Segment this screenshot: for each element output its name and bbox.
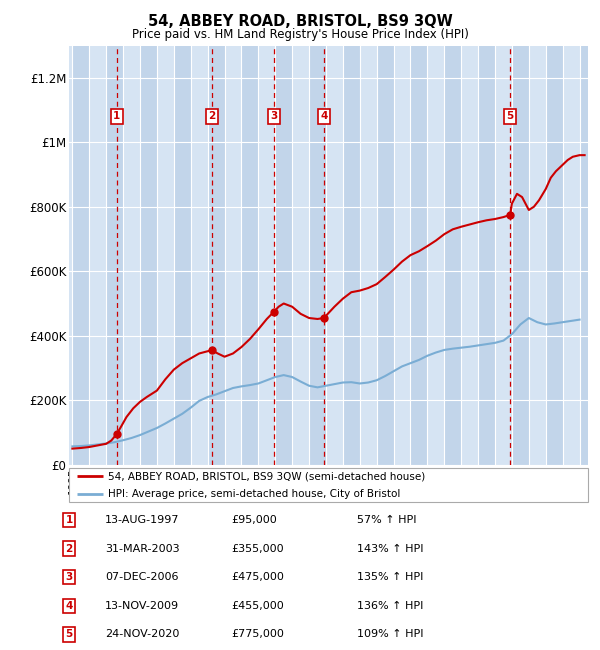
Text: 13-NOV-2009: 13-NOV-2009: [105, 601, 179, 611]
Bar: [394, 46, 410, 465]
Bar: [123, 46, 140, 465]
Bar: [512, 46, 529, 465]
Text: £775,000: £775,000: [231, 629, 284, 640]
Bar: [326, 46, 343, 465]
Bar: [377, 46, 394, 465]
Text: £475,000: £475,000: [231, 572, 284, 582]
Text: 3: 3: [271, 111, 278, 122]
Text: 5: 5: [65, 629, 73, 640]
Text: 1: 1: [65, 515, 73, 525]
Bar: [292, 46, 309, 465]
Text: £355,000: £355,000: [231, 543, 284, 554]
Text: 07-DEC-2006: 07-DEC-2006: [105, 572, 179, 582]
Bar: [174, 46, 191, 465]
Bar: [275, 46, 292, 465]
Text: £455,000: £455,000: [231, 601, 284, 611]
Bar: [563, 46, 580, 465]
Text: 1: 1: [113, 111, 120, 122]
Bar: [224, 46, 241, 465]
Text: 109% ↑ HPI: 109% ↑ HPI: [357, 629, 424, 640]
Bar: [106, 46, 123, 465]
Text: 54, ABBEY ROAD, BRISTOL, BS9 3QW (semi-detached house): 54, ABBEY ROAD, BRISTOL, BS9 3QW (semi-d…: [108, 471, 425, 482]
Bar: [73, 46, 89, 465]
Bar: [461, 46, 478, 465]
Bar: [410, 46, 427, 465]
Text: 31-MAR-2003: 31-MAR-2003: [105, 543, 179, 554]
Bar: [259, 46, 275, 465]
Bar: [445, 46, 461, 465]
Bar: [241, 46, 259, 465]
Bar: [208, 46, 224, 465]
Bar: [580, 46, 588, 465]
Text: 57% ↑ HPI: 57% ↑ HPI: [357, 515, 416, 525]
Bar: [191, 46, 208, 465]
Bar: [89, 46, 106, 465]
Bar: [343, 46, 360, 465]
Bar: [360, 46, 377, 465]
Text: £95,000: £95,000: [231, 515, 277, 525]
Text: HPI: Average price, semi-detached house, City of Bristol: HPI: Average price, semi-detached house,…: [108, 489, 400, 499]
Bar: [546, 46, 563, 465]
Text: 4: 4: [320, 111, 328, 122]
Bar: [478, 46, 495, 465]
Text: 136% ↑ HPI: 136% ↑ HPI: [357, 601, 424, 611]
Bar: [309, 46, 326, 465]
Bar: [157, 46, 174, 465]
Bar: [529, 46, 546, 465]
FancyBboxPatch shape: [69, 468, 588, 502]
Text: 54, ABBEY ROAD, BRISTOL, BS9 3QW: 54, ABBEY ROAD, BRISTOL, BS9 3QW: [148, 14, 452, 29]
Text: 24-NOV-2020: 24-NOV-2020: [105, 629, 179, 640]
Text: 3: 3: [65, 572, 73, 582]
Text: 143% ↑ HPI: 143% ↑ HPI: [357, 543, 424, 554]
Bar: [140, 46, 157, 465]
Bar: [427, 46, 445, 465]
Text: 2: 2: [208, 111, 215, 122]
Text: 2: 2: [65, 543, 73, 554]
Text: 5: 5: [506, 111, 514, 122]
Text: 4: 4: [65, 601, 73, 611]
Text: 13-AUG-1997: 13-AUG-1997: [105, 515, 179, 525]
Bar: [495, 46, 512, 465]
Text: Price paid vs. HM Land Registry's House Price Index (HPI): Price paid vs. HM Land Registry's House …: [131, 28, 469, 41]
Text: 135% ↑ HPI: 135% ↑ HPI: [357, 572, 424, 582]
